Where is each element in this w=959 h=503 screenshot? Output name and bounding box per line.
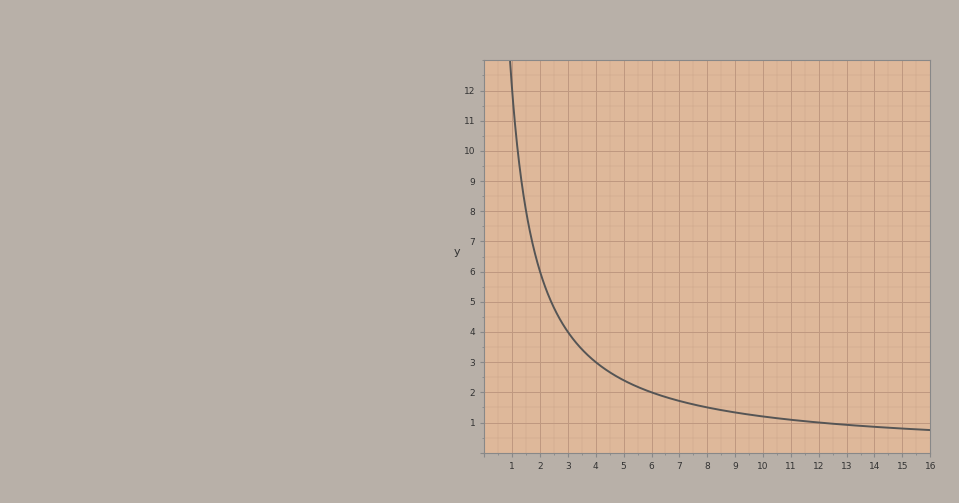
Y-axis label: y: y bbox=[454, 246, 460, 257]
